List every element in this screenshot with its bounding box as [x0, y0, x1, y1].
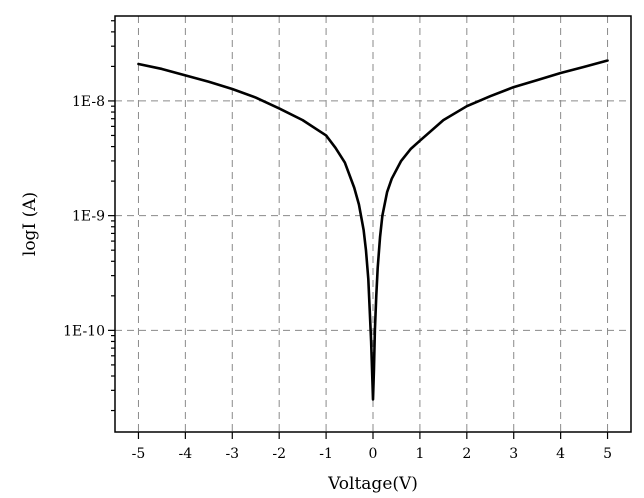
grid-lines	[115, 16, 631, 432]
y-tick-label: 1E-10	[63, 323, 105, 339]
x-tick-label: -3	[225, 446, 239, 462]
axis-ticks	[108, 20, 609, 439]
x-tick-label: 3	[509, 446, 518, 462]
y-tick-label: 1E-9	[72, 209, 105, 225]
x-tick-label: -2	[272, 446, 286, 462]
current-voltage-curve	[137, 59, 609, 401]
x-tick-label: 4	[556, 446, 565, 462]
x-axis-title: Voltage(V)	[327, 474, 418, 494]
x-tick-label: 5	[603, 446, 612, 462]
x-tick-label: 2	[462, 446, 471, 462]
x-tick-label: -5	[132, 446, 146, 462]
tick-labels: -5 -4 -3 -2 -1 0 1 2 3 4 5 1E-10 1E-9 1E-8	[63, 94, 612, 462]
y-axis-title: logI (A)	[20, 192, 40, 256]
x-tick-label: -1	[319, 446, 333, 462]
x-tick-label: 0	[369, 446, 378, 462]
y-tick-label: 1E-8	[72, 94, 105, 110]
x-tick-label: -4	[179, 446, 193, 462]
x-tick-label: 1	[415, 446, 424, 462]
